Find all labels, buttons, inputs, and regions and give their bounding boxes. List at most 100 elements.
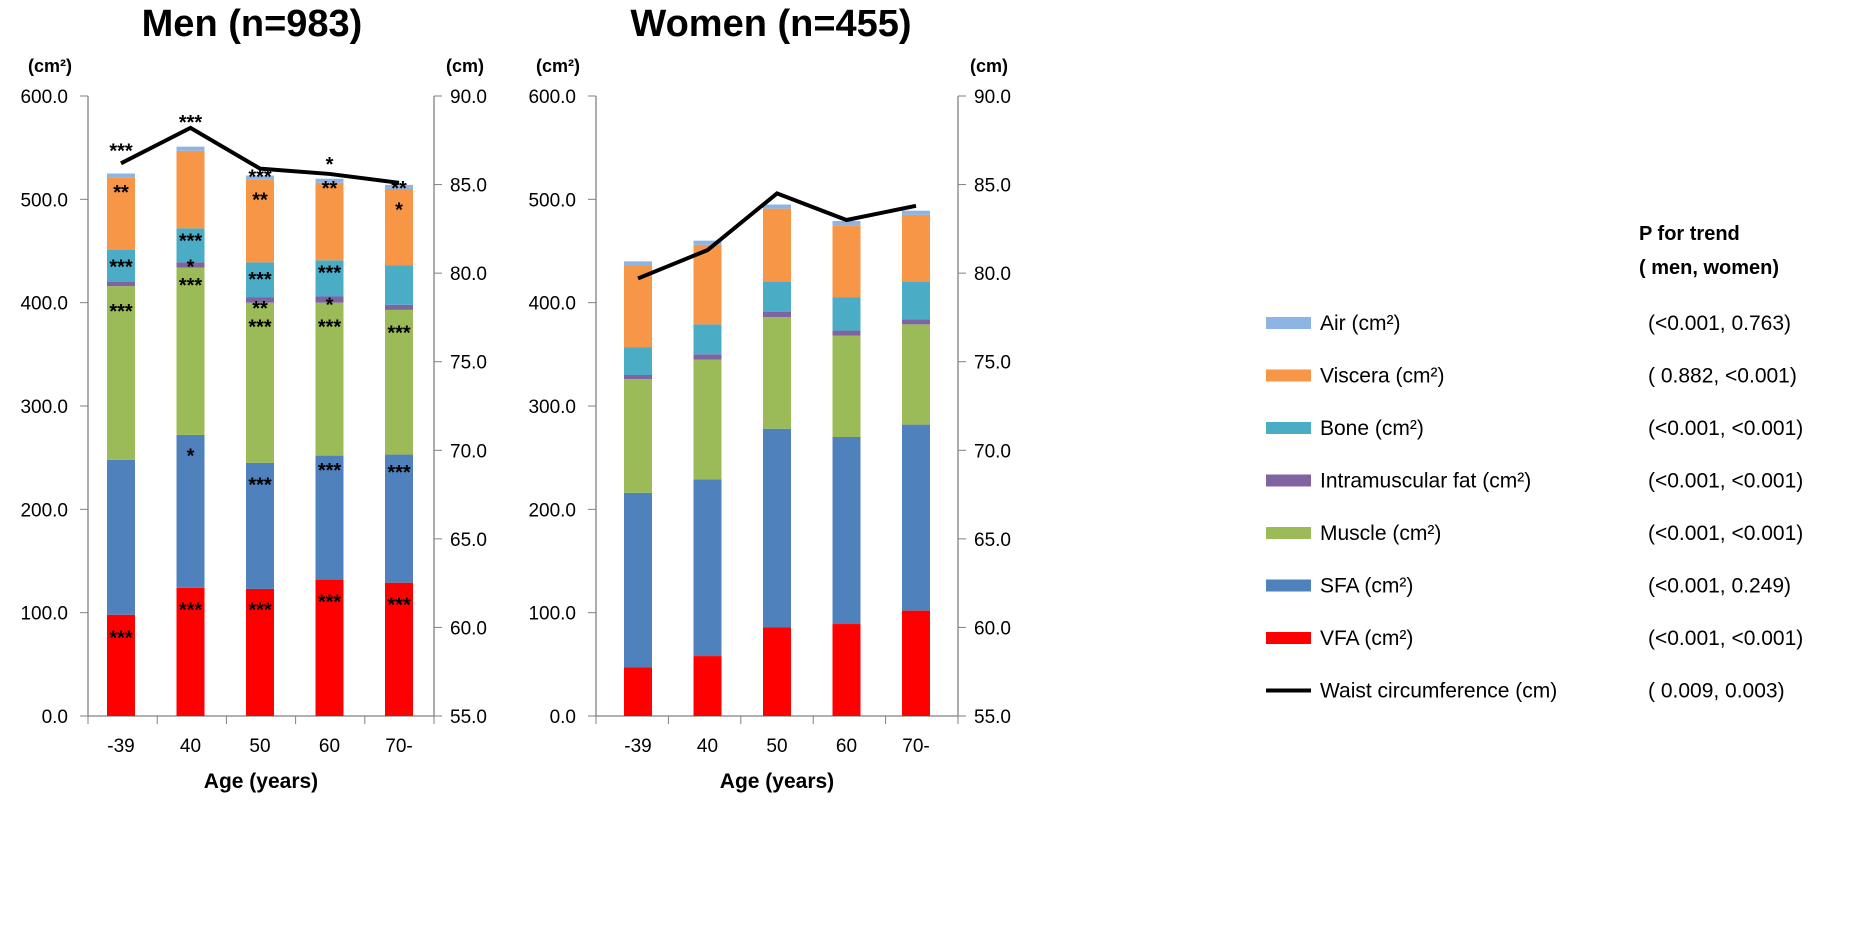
bar-segment <box>176 434 205 588</box>
bar-segment <box>763 428 791 628</box>
significance-marker: ** <box>252 298 268 320</box>
legend-swatch <box>1266 369 1311 382</box>
x-axis-label: Age (years) <box>204 770 318 793</box>
x-tick-label: 50 <box>766 736 787 757</box>
y-right-tick-label: 60.0 <box>974 618 1011 639</box>
legend-swatch <box>1266 317 1311 329</box>
significance-marker: *** <box>179 231 203 253</box>
bar-segment <box>624 379 652 493</box>
significance-marker: *** <box>248 167 272 189</box>
y-left-tick-label: 0.0 <box>550 707 576 728</box>
legend-swatch <box>1266 632 1311 644</box>
bar-segment <box>624 347 652 375</box>
x-tick-label: 70- <box>902 736 929 757</box>
legend-label: Viscera (cm²) <box>1320 365 1444 388</box>
significance-marker: *** <box>318 263 342 285</box>
bar-segment <box>385 184 413 189</box>
legend-label: SFA (cm²) <box>1320 575 1413 598</box>
bar-segment <box>176 150 205 229</box>
bar-segment <box>902 424 930 611</box>
significance-marker: *** <box>179 112 203 134</box>
bar-segment <box>902 210 930 215</box>
y-left-tick-label: 300.0 <box>20 397 68 418</box>
bar-segment <box>176 146 205 151</box>
bar-segment <box>107 459 135 615</box>
significance-marker: ** <box>391 178 407 200</box>
bar-segment <box>624 667 652 716</box>
bar-segment <box>246 179 274 263</box>
bar-segment <box>693 656 722 716</box>
bar-segment <box>693 354 722 360</box>
legend: P for trend ( men, women) Air (cm²) (<0.001… <box>1266 223 1803 703</box>
y-right-tick-label: 55.0 <box>974 707 1011 728</box>
bar-segment <box>763 317 791 429</box>
bar-segment <box>107 249 135 282</box>
y-right-tick-label: 55.0 <box>450 707 487 728</box>
y-right-tick-label: 60.0 <box>450 618 487 639</box>
bar-segment <box>624 492 652 668</box>
significance-marker: *** <box>248 475 272 497</box>
y-left-tick-label: 100.0 <box>528 604 576 625</box>
legend-p-value: ( 0.009, 0.003) <box>1648 680 1785 703</box>
x-tick-label: 50 <box>249 736 270 757</box>
bar-segment <box>832 437 861 625</box>
legend-p-value: (<0.001, <0.001) <box>1648 417 1803 440</box>
y-right-tick-label: 75.0 <box>974 353 1011 374</box>
significance-marker: *** <box>387 594 411 616</box>
bar-segment <box>832 335 861 437</box>
y-right-tick-label: 80.0 <box>450 264 487 285</box>
legend-header-line1: P for trend <box>1639 223 1740 245</box>
bar-segment <box>176 262 205 268</box>
y-axis-left-unit: (cm²) <box>536 56 580 76</box>
y-axis-left-unit: (cm²) <box>28 56 72 76</box>
bar-segment <box>693 359 722 480</box>
y-left-tick-label: 500.0 <box>528 190 576 211</box>
bar-segment <box>176 587 205 716</box>
bar-segment <box>107 282 135 287</box>
waist-circumference-line <box>120 125 400 185</box>
significance-marker: *** <box>248 316 272 338</box>
bar-segment <box>246 297 274 303</box>
bar-segment <box>624 375 652 380</box>
significance-marker: *** <box>109 256 133 278</box>
y-right-tick-label: 85.0 <box>450 176 487 197</box>
significance-marker: *** <box>248 269 272 291</box>
legend-p-value: (<0.001, 0.763) <box>1648 312 1791 335</box>
bar-segment <box>385 189 413 266</box>
x-tick-label: 70- <box>385 736 412 757</box>
chart-women: Women (n=455) (cm²) (cm) 0.0 100.0 200.0 300.0… <box>528 3 1011 793</box>
legend-swatch <box>1266 527 1311 539</box>
bar-segment <box>246 302 274 463</box>
bar-segment <box>385 304 413 310</box>
significance-marker: *** <box>387 462 411 484</box>
legend-swatch <box>1266 474 1311 487</box>
significance-marker: *** <box>109 627 133 649</box>
significance-marker: * <box>187 256 195 278</box>
significance-marker: ** <box>252 189 268 211</box>
legend-header-line2: ( men, women) <box>1639 257 1779 279</box>
y-left-tick-label: 600.0 <box>528 87 576 108</box>
legend-label: VFA (cm²) <box>1320 627 1413 650</box>
legend-p-value: (<0.001, <0.001) <box>1648 470 1803 493</box>
significance-marker: * <box>326 295 334 317</box>
significance-marker: *** <box>387 323 411 345</box>
y-right-tick-label: 70.0 <box>450 441 487 462</box>
significance-marker: *** <box>318 316 342 338</box>
significance-marker: ** <box>113 182 129 204</box>
bar-segment <box>763 282 791 312</box>
bar-segment <box>315 455 344 580</box>
y-right-tick-label: 65.0 <box>450 530 487 551</box>
bar-segment <box>176 267 205 435</box>
y-left-tick-label: 200.0 <box>528 500 576 521</box>
significance-marker: * <box>326 154 334 176</box>
bar-segment <box>315 579 344 716</box>
x-tick-label: 60 <box>836 736 857 757</box>
x-tick-label: 40 <box>180 736 201 757</box>
chart-title: Men (n=983) <box>142 3 363 45</box>
significance-marker: *** <box>318 460 342 482</box>
bar-segment <box>315 260 344 297</box>
bar-segment <box>246 175 274 180</box>
y-right-tick-label: 70.0 <box>974 441 1011 462</box>
y-left-tick-label: 200.0 <box>20 500 68 521</box>
